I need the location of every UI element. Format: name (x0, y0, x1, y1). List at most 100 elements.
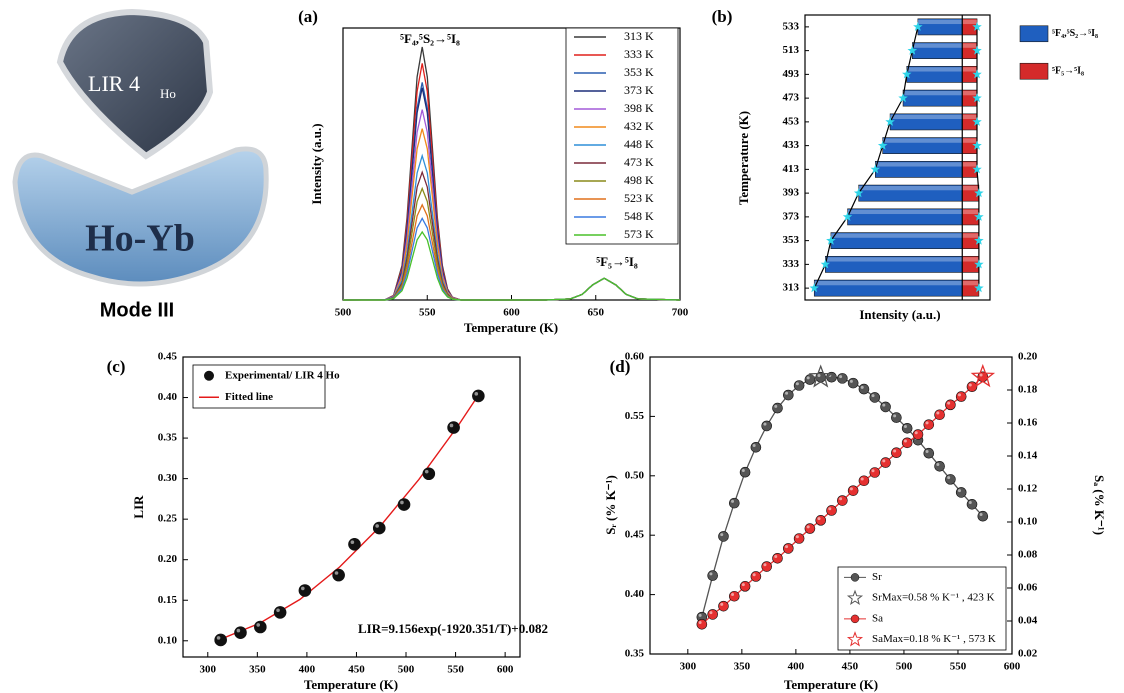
y-tick-label: 0.45 (625, 529, 645, 541)
end-star (809, 283, 819, 293)
max-star (970, 363, 996, 388)
bar-shine (847, 209, 963, 215)
legend-label: 573 K (624, 227, 654, 241)
end-star (974, 259, 984, 269)
data-point (348, 537, 361, 551)
legend-label: Experimental/ LIR 4 Ho (225, 369, 340, 381)
data-point (869, 467, 881, 478)
data-point (761, 561, 773, 572)
bar-shine (962, 114, 978, 120)
legend-star (846, 589, 864, 605)
y-tick-label: 533 (783, 20, 800, 32)
bar-shine (962, 91, 978, 96)
legend-label: SrMax=0.58 % K⁻¹ , 423 K (872, 592, 995, 604)
bar-shine (962, 162, 978, 167)
point-shine (698, 621, 702, 625)
point-shine (741, 468, 745, 472)
end-star (885, 116, 895, 126)
data-point (298, 584, 312, 597)
point-shine (914, 431, 918, 435)
bar-shine (882, 138, 963, 143)
data-point (718, 531, 729, 542)
x-tick-label: 550 (447, 664, 464, 676)
legend-label: 353 K (624, 65, 654, 79)
data-point (472, 389, 485, 403)
y-tick-label: 0.55 (625, 410, 645, 422)
data-point (880, 457, 891, 468)
end-star (974, 211, 984, 221)
end-star (898, 93, 908, 103)
data-point (891, 447, 902, 459)
x-tick-label: 300 (680, 661, 697, 673)
y-tick-label: 0.04 (1018, 615, 1038, 627)
point-shine (871, 469, 875, 473)
panel-label: (b) (712, 7, 733, 26)
data-point (728, 497, 740, 509)
point-shine (806, 525, 810, 529)
data-point (783, 543, 794, 554)
point-shine (828, 507, 832, 511)
point-shine (236, 628, 241, 633)
end-star (974, 235, 984, 245)
point-shine (785, 545, 789, 549)
bar-shine (917, 19, 963, 25)
x-tick-label: 500 (896, 661, 913, 673)
data-point (707, 570, 718, 581)
fit-line (220, 394, 479, 640)
legend-label: ⁵F₅→⁵I₈ (1052, 66, 1084, 77)
data-point (254, 620, 267, 634)
y-tick-label: 473 (783, 92, 800, 104)
legend-label: 398 K (624, 101, 654, 115)
point-shine (698, 613, 702, 617)
point-shine (893, 414, 897, 418)
y-tick-label: 493 (783, 68, 800, 80)
bar-shine (875, 162, 963, 167)
x-tick-label: 400 (788, 661, 805, 673)
data-point (934, 460, 945, 472)
x-tick-label: 350 (249, 664, 266, 676)
x-tick-label: 550 (419, 307, 436, 319)
point-shine (752, 573, 756, 577)
y-tick-label: 0.60 (625, 351, 645, 363)
point-shine (256, 623, 261, 627)
point-shine (903, 425, 907, 429)
point-shine (968, 501, 972, 505)
point-shine (216, 636, 221, 640)
point-shine (925, 421, 929, 425)
x-axis-label: Temperature (K) (464, 320, 558, 335)
data-point (214, 633, 227, 647)
data-point (793, 380, 805, 391)
end-star (972, 69, 982, 79)
legend-marker (850, 573, 860, 582)
data-point (793, 533, 805, 544)
point-shine (817, 373, 821, 377)
transition-annotation: ⁵F₅→⁵I₈ (596, 254, 638, 269)
data-point (945, 474, 956, 485)
point-shine (936, 463, 940, 467)
illustration: LIR 4 Ho Ho-Yb Mode III (12, 8, 269, 321)
y-tick-label: 0.12 (1018, 483, 1038, 495)
x-tick-label: 450 (348, 664, 365, 676)
point-shine (350, 540, 355, 544)
bar-shine (962, 257, 979, 262)
point-shine (774, 555, 778, 559)
y-tick-label: 0.45 (158, 351, 178, 363)
data-point (804, 523, 816, 534)
end-star (913, 21, 923, 31)
point-shine (474, 392, 479, 396)
data-point (826, 505, 837, 516)
fit-equation: LIR=9.156exp(-1920.351/T)+0.082 (358, 621, 548, 636)
end-star (902, 69, 912, 79)
data-point (696, 618, 708, 630)
x-tick-label: 700 (672, 307, 689, 319)
data-point (761, 420, 773, 432)
transition-annotation: ⁵F₄,⁵S₂→⁵I₈ (400, 31, 460, 46)
point-shine (763, 422, 767, 426)
point-shine (882, 459, 886, 463)
data-point (273, 606, 287, 619)
data-point (772, 552, 783, 564)
point-shine (817, 517, 821, 521)
end-star (870, 164, 881, 174)
